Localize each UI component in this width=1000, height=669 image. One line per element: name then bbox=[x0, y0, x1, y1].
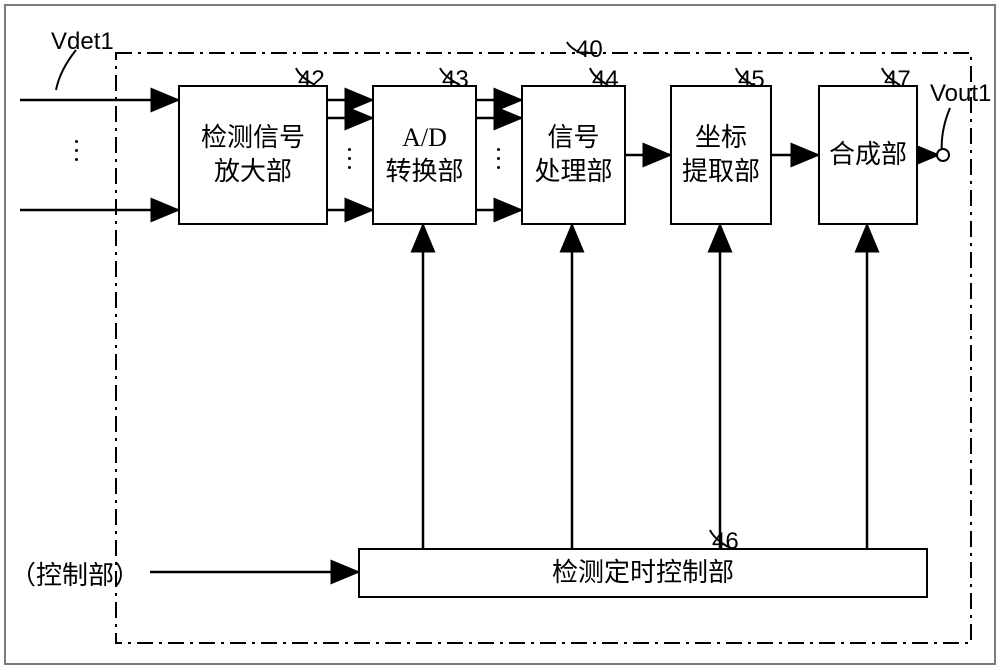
ref-num-45: 45 bbox=[738, 66, 765, 94]
block-label: 信号处理部 bbox=[534, 121, 612, 189]
label-control-part: （控制部） bbox=[10, 555, 140, 592]
ref-num-47: 47 bbox=[884, 66, 911, 94]
block-ad-converter: A/D转换部 bbox=[372, 85, 477, 225]
label-vdet1: Vdet1 bbox=[51, 28, 114, 56]
ref-num-43: 43 bbox=[442, 66, 469, 94]
output-terminal-icon bbox=[936, 148, 950, 162]
block-label: 坐标提取部 bbox=[682, 121, 760, 189]
block-label: 检测定时控制部 bbox=[552, 556, 734, 590]
block-combiner: 合成部 bbox=[818, 85, 918, 225]
ellipsis-dots-icon bbox=[75, 140, 78, 161]
block-label: 合成部 bbox=[829, 138, 907, 172]
block-label: A/D转换部 bbox=[385, 121, 463, 189]
ref-num-44: 44 bbox=[592, 66, 619, 94]
label-vout1: Vout1 bbox=[930, 80, 991, 108]
ref-num-46: 46 bbox=[712, 528, 739, 556]
block-signal-processor: 信号处理部 bbox=[521, 85, 626, 225]
ellipsis-dots-icon bbox=[348, 148, 351, 169]
ellipsis-dots-icon bbox=[497, 148, 500, 169]
ref-num-40: 40 bbox=[576, 36, 603, 64]
block-detection-amplifier: 检测信号放大部 bbox=[178, 85, 328, 225]
ref-num-42: 42 bbox=[298, 66, 325, 94]
block-label: 检测信号放大部 bbox=[201, 121, 305, 189]
block-timing-controller: 检测定时控制部 bbox=[358, 548, 928, 598]
block-coord-extractor: 坐标提取部 bbox=[670, 85, 772, 225]
diagram-canvas: 检测信号放大部 A/D转换部 信号处理部 坐标提取部 合成部 检测定时控制部 4… bbox=[0, 0, 1000, 669]
